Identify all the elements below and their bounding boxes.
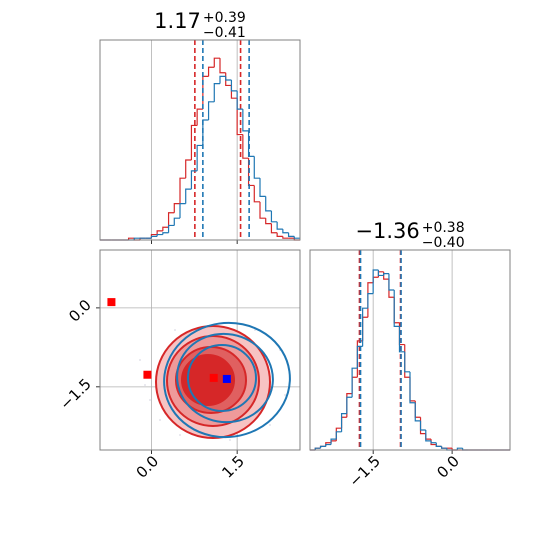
histogram-step: [340, 413, 347, 432]
histogram-step: [367, 293, 374, 309]
histogram-step: [430, 440, 437, 444]
histogram-step: [190, 124, 198, 160]
histogram-step: [167, 224, 175, 233]
histogram-step: [150, 235, 158, 239]
panel-title: −1.36: [355, 219, 419, 243]
histogram-step: [242, 109, 249, 132]
histogram-step: [127, 237, 135, 240]
histogram-step: [185, 159, 192, 179]
histogram-step: [270, 223, 278, 234]
histogram-step: [276, 221, 283, 230]
histogram-step: [346, 396, 353, 414]
histogram-step: [372, 269, 379, 294]
histogram-step: [179, 203, 186, 219]
histogram-step: [185, 188, 192, 204]
histogram-step: [409, 371, 416, 404]
histogram-step: [414, 402, 421, 422]
histogram-step: [207, 66, 215, 77]
histogram-step: [196, 144, 203, 171]
histogram-step: [219, 58, 226, 74]
marker: [209, 373, 218, 382]
contour: [181, 354, 235, 406]
marker: [222, 374, 231, 383]
histogram-step: [282, 236, 289, 239]
histogram-step: [133, 237, 140, 240]
histogram-step: [196, 108, 203, 126]
histogram-step: [207, 101, 215, 120]
histogram-step: [314, 447, 321, 450]
title-lower-error: −0.41: [203, 25, 246, 41]
histogram-step: [383, 273, 389, 276]
histogram-step: [167, 212, 175, 228]
marker: [107, 298, 116, 307]
histogram-step: [330, 438, 337, 445]
panel-frame: [99, 39, 301, 241]
histogram-step: [282, 229, 289, 234]
histogram-step: [293, 236, 300, 239]
histogram-step: [393, 290, 400, 327]
histogram-step: [388, 273, 395, 291]
histogram-step: [259, 201, 266, 219]
histogram-step: [162, 226, 169, 231]
marker: [143, 370, 152, 379]
histogram-step: [276, 232, 283, 237]
histogram-step: [219, 75, 226, 84]
sample-dots: [139, 329, 291, 441]
histogram-step: [335, 431, 342, 440]
histogram-step: [173, 217, 180, 226]
histogram-step: [213, 83, 220, 102]
histogram-step: [351, 367, 358, 398]
title-upper-error: +0.39: [203, 10, 246, 26]
histogram-step: [270, 210, 278, 223]
histogram-step: [162, 232, 169, 235]
histogram-step: [253, 156, 260, 179]
histogram-step: [213, 57, 220, 68]
contour: [187, 344, 257, 412]
histogram-step: [242, 134, 249, 159]
title-lower-error: −0.40: [422, 235, 465, 251]
histogram-step: [398, 326, 405, 353]
histogram-step: [440, 446, 447, 449]
histogram-step: [236, 98, 243, 136]
contour: [176, 332, 274, 424]
title-upper-error: +0.38: [422, 220, 465, 236]
histogram-step: [377, 270, 384, 277]
histogram-step: [265, 218, 272, 225]
histogram-step: [425, 430, 432, 442]
histogram-step: [319, 445, 326, 449]
histogram-step: [435, 442, 442, 447]
histogram-step: [430, 439, 437, 446]
histogram-step: [179, 177, 186, 204]
panel-frame: [309, 249, 511, 451]
histogram-step: [456, 447, 463, 450]
histogram-step: [225, 76, 232, 81]
contour: [163, 321, 291, 439]
histogram-step: [287, 232, 295, 237]
histogram-step: [190, 170, 198, 190]
histogram-step: [253, 185, 260, 203]
histogram-step: [230, 80, 238, 92]
histogram-step: [404, 351, 410, 373]
histogram-step: [156, 230, 163, 235]
histogram-step: [236, 90, 243, 110]
histogram-step: [265, 196, 272, 212]
histogram-step: [259, 178, 266, 197]
histogram-step: [362, 307, 368, 347]
panel-frame: [99, 249, 301, 451]
panel-title: 1.17: [154, 9, 201, 33]
histogram-step: [156, 233, 163, 237]
histogram-step: [173, 203, 180, 213]
histogram-step: [419, 420, 426, 431]
histogram-step: [325, 443, 332, 447]
